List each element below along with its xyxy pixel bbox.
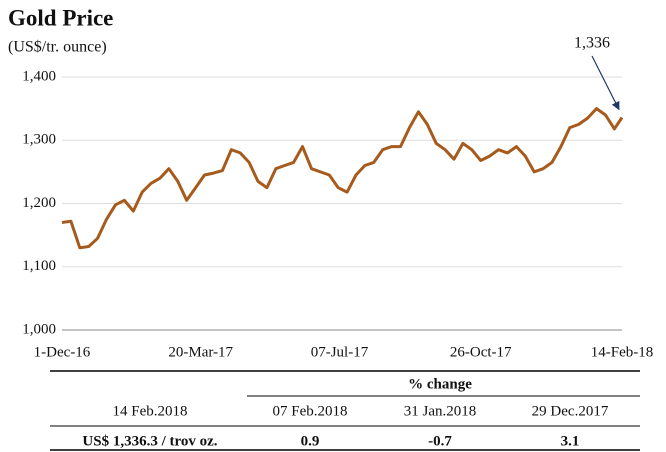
y-tick-label: 1,100 [22,258,56,274]
chart-title: Gold Price [8,5,113,30]
annotation-arrow [591,55,620,111]
x-tick-label: 20-Mar-17 [168,344,233,360]
price-line [61,107,624,250]
table-header: 29 Dec.2017 [532,403,609,419]
table-cell: 3.1 [561,433,580,449]
y-tick-label: 1,200 [22,195,56,211]
table-group-header: % change [408,376,472,392]
x-tick-label: 1-Dec-16 [34,344,91,360]
table-header: 31 Jan.2018 [404,403,477,419]
x-tick-label: 14-Feb-18 [591,344,654,360]
table-header: 07 Feb.2018 [273,403,348,419]
x-tick-label: 26-Oct-17 [450,344,512,360]
y-tick-label: 1,400 [22,68,56,84]
chart-subtitle: (US$/tr. ounce) [8,39,107,56]
table-cell: 0.9 [301,433,320,449]
table-header: 14 Feb.2018 [113,403,188,419]
y-tick-label: 1,000 [22,321,56,337]
table-cell: -0.7 [428,433,452,449]
annotation: 1,336 [574,35,610,52]
table-cell: US$ 1,336.3 / trov oz. [82,433,217,449]
x-tick-label: 07-Jul-17 [311,344,369,360]
y-tick-label: 1,300 [22,132,56,148]
